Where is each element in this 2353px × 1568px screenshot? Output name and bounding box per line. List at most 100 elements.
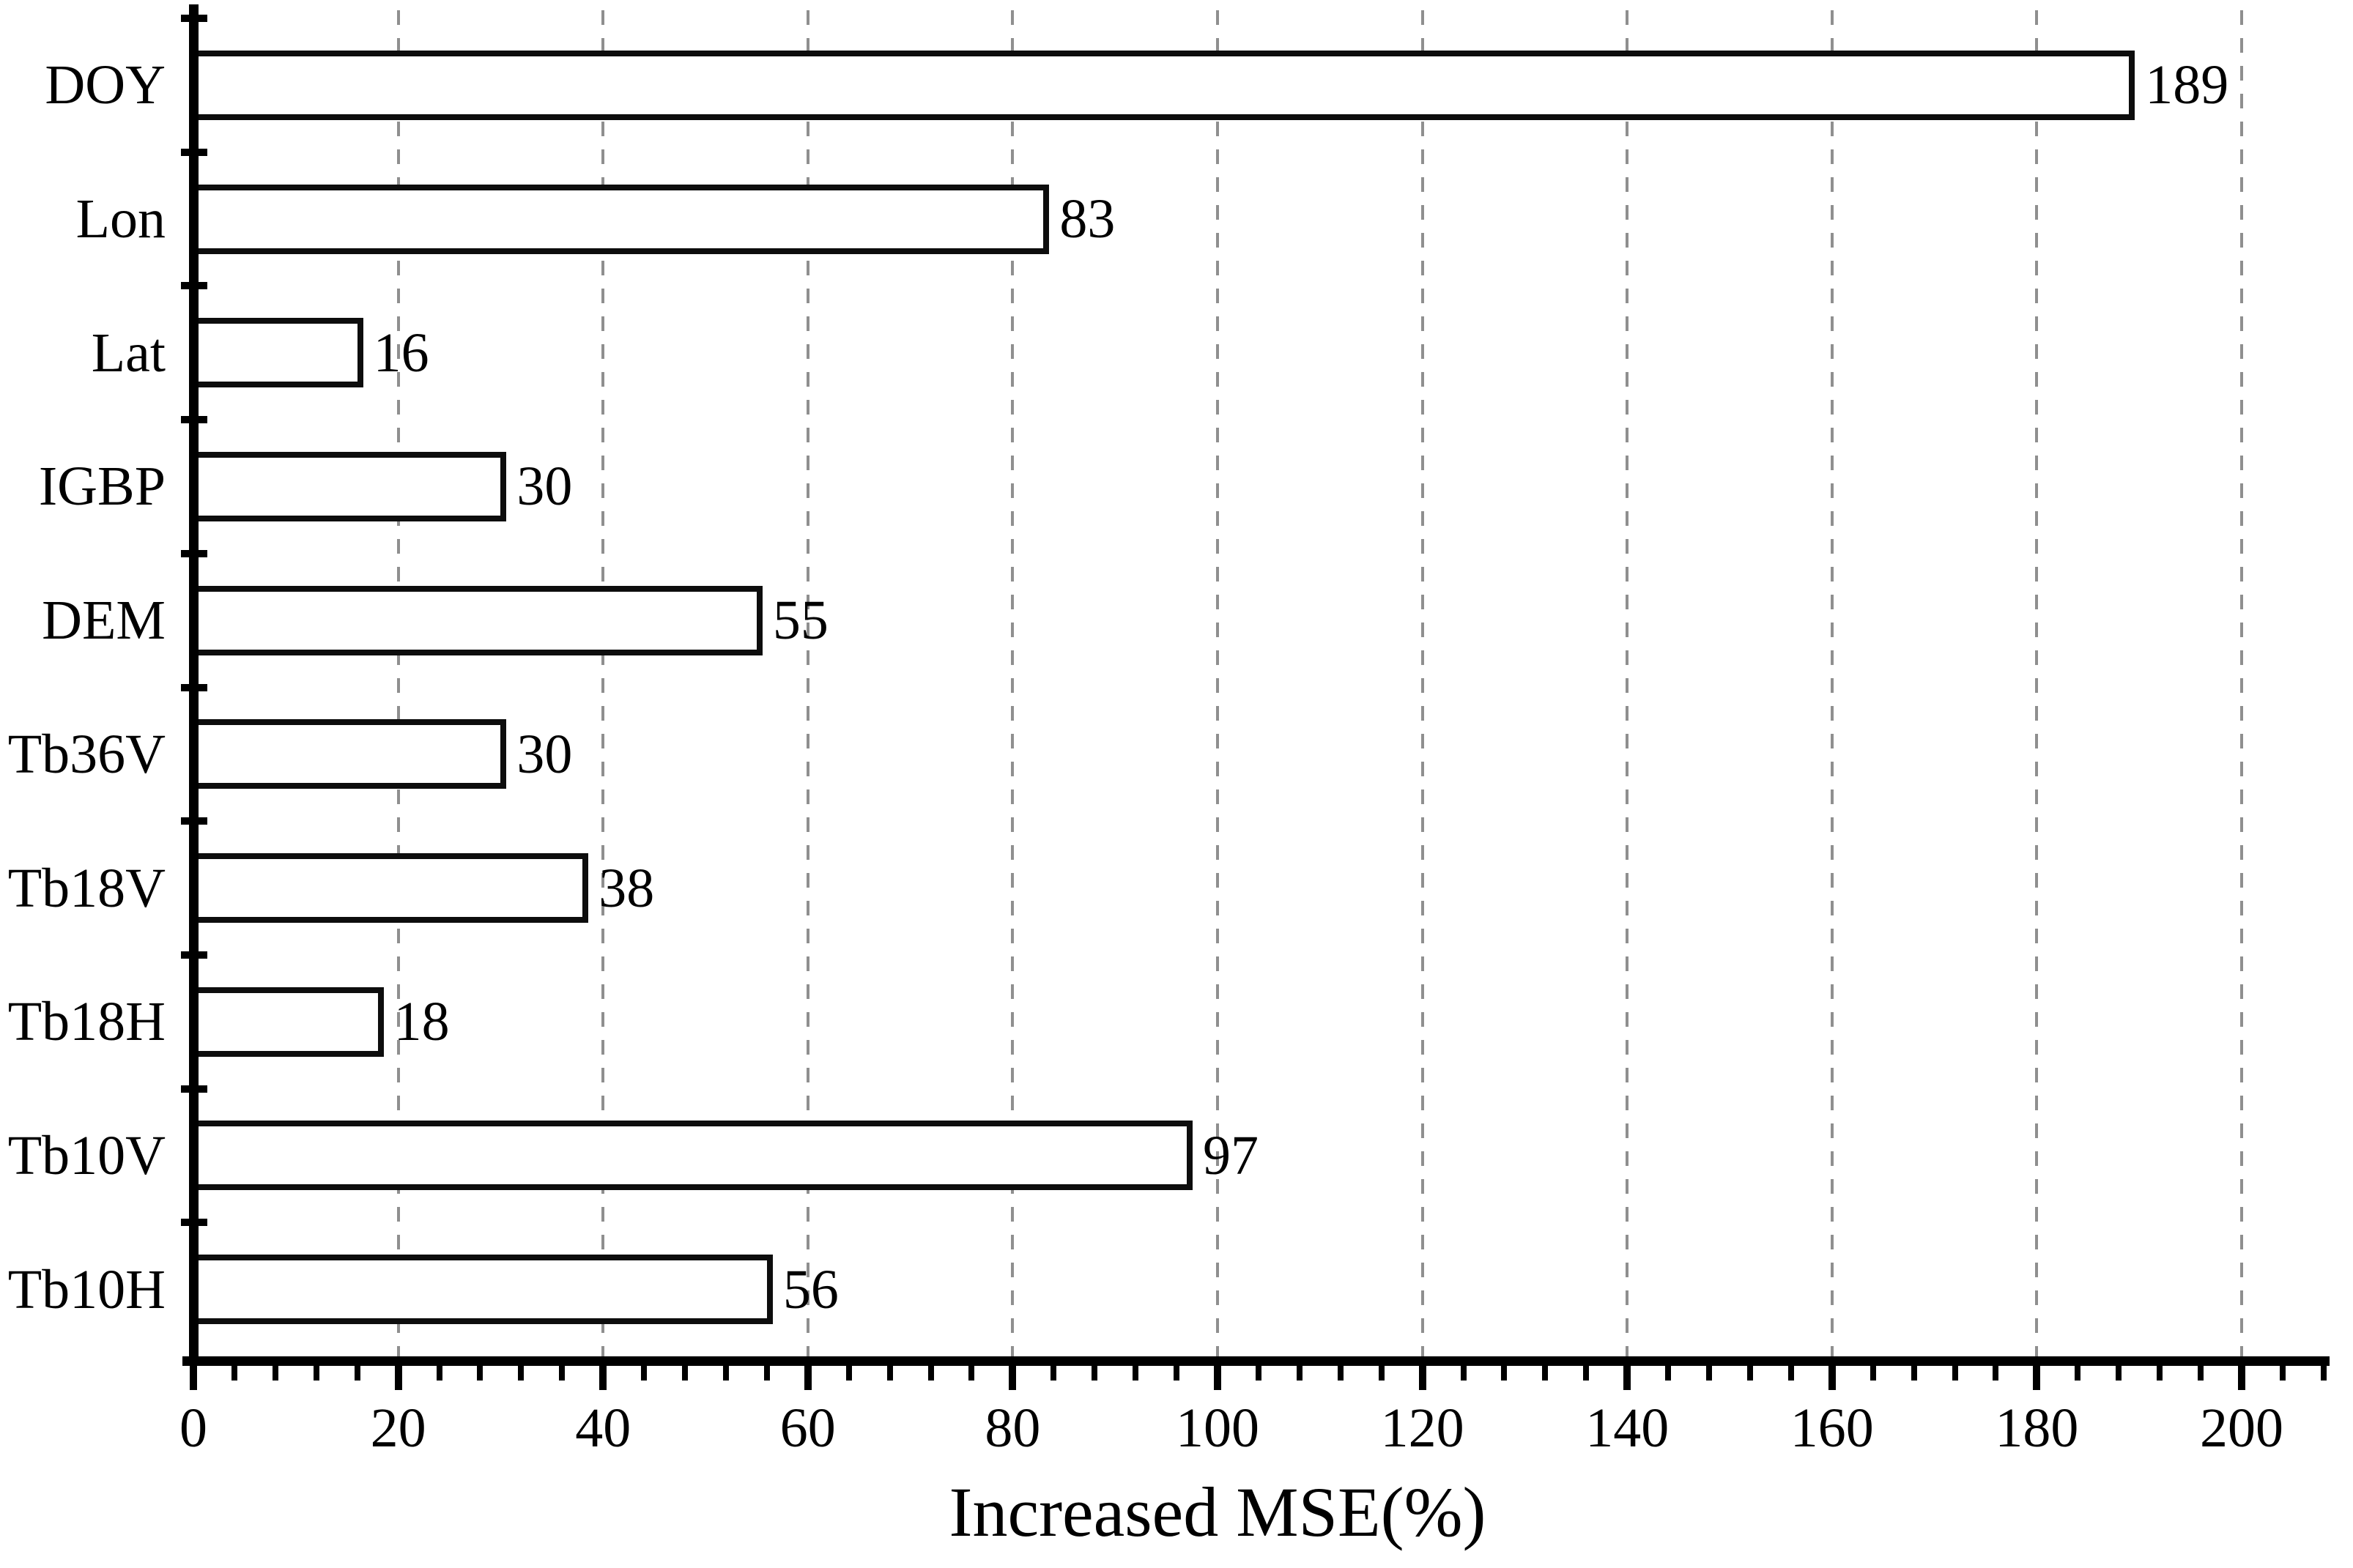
x-axis-minor-tick bbox=[231, 1361, 237, 1381]
bar-value-label: 97 bbox=[1203, 1124, 1259, 1186]
x-tick-label: 0 bbox=[179, 1397, 207, 1459]
category-label: Tb10H bbox=[7, 1258, 166, 1320]
x-axis-minor-tick bbox=[1050, 1361, 1057, 1381]
x-tick-label: 200 bbox=[2200, 1397, 2283, 1459]
x-axis-minor-tick bbox=[1174, 1361, 1180, 1381]
y-axis-tick bbox=[180, 15, 207, 22]
y-axis-tick bbox=[180, 416, 207, 424]
category-label: Tb18V bbox=[7, 857, 166, 919]
y-axis-tick bbox=[180, 951, 207, 959]
x-axis-minor-tick bbox=[927, 1361, 934, 1381]
x-axis-minor-tick bbox=[354, 1361, 360, 1381]
x-axis-minor-tick bbox=[886, 1361, 893, 1381]
x-axis-major-tick bbox=[190, 1361, 197, 1390]
x-axis-minor-tick bbox=[1665, 1361, 1672, 1381]
gridline bbox=[1626, 10, 1629, 1356]
bar-value-label: 30 bbox=[516, 456, 573, 518]
x-axis-minor-tick bbox=[313, 1361, 319, 1381]
gridline bbox=[396, 10, 400, 1356]
x-axis-minor-tick bbox=[641, 1361, 648, 1381]
x-axis-title: Increased MSE(%) bbox=[949, 1473, 1486, 1551]
x-tick-label: 20 bbox=[370, 1397, 426, 1459]
x-axis-minor-tick bbox=[1993, 1361, 1999, 1381]
category-label: Tb18H bbox=[7, 991, 166, 1053]
x-axis-minor-tick bbox=[477, 1361, 483, 1381]
x-tick-label: 140 bbox=[1585, 1397, 1670, 1459]
x-axis-major-tick bbox=[1623, 1361, 1631, 1390]
bar bbox=[192, 184, 1050, 254]
y-axis-tick bbox=[180, 817, 207, 825]
x-tick-label: 60 bbox=[779, 1397, 836, 1459]
x-axis-major-tick bbox=[2238, 1361, 2245, 1390]
y-axis-tick bbox=[180, 549, 207, 557]
x-axis-minor-tick bbox=[1583, 1361, 1590, 1381]
category-label: Tb36V bbox=[7, 723, 166, 785]
gridline bbox=[1216, 10, 1219, 1356]
bar-value-label: 189 bbox=[2145, 54, 2229, 116]
x-axis-minor-tick bbox=[1133, 1361, 1139, 1381]
x-axis-minor-tick bbox=[682, 1361, 689, 1381]
x-axis-minor-tick bbox=[968, 1361, 975, 1381]
x-axis-minor-tick bbox=[1092, 1361, 1098, 1381]
x-axis-major-tick bbox=[1214, 1361, 1221, 1390]
x-axis-minor-tick bbox=[722, 1361, 729, 1381]
x-axis-minor-tick bbox=[845, 1361, 852, 1381]
x-axis-minor-tick bbox=[1952, 1361, 1958, 1381]
x-axis-minor-tick bbox=[1378, 1361, 1385, 1381]
gridline bbox=[1420, 10, 1424, 1356]
category-label: Tb10V bbox=[7, 1124, 166, 1186]
category-label: IGBP bbox=[38, 456, 166, 518]
bar-value-label: 56 bbox=[782, 1258, 839, 1320]
bar bbox=[192, 451, 507, 521]
gridline bbox=[2035, 10, 2039, 1356]
bar bbox=[192, 318, 363, 388]
x-axis-minor-tick bbox=[1542, 1361, 1549, 1381]
x-tick-label: 120 bbox=[1380, 1397, 1464, 1459]
x-axis-minor-tick bbox=[2116, 1361, 2122, 1381]
x-tick-label: 40 bbox=[575, 1397, 631, 1459]
x-axis-minor-tick bbox=[2320, 1361, 2327, 1381]
category-label: Lat bbox=[91, 322, 166, 384]
x-axis-minor-tick bbox=[559, 1361, 566, 1381]
x-axis-major-tick bbox=[804, 1361, 812, 1390]
x-axis-minor-tick bbox=[2198, 1361, 2204, 1381]
x-axis-minor-tick bbox=[1746, 1361, 1753, 1381]
category-label: Lon bbox=[75, 188, 166, 250]
bar-value-label: 38 bbox=[599, 857, 655, 919]
x-axis-minor-tick bbox=[1255, 1361, 1261, 1381]
bar-value-label: 30 bbox=[516, 723, 573, 785]
y-axis-tick bbox=[180, 1085, 207, 1093]
bar bbox=[192, 986, 384, 1057]
gridline bbox=[806, 10, 809, 1356]
x-tick-label: 180 bbox=[1995, 1397, 2079, 1459]
bar-value-label: 55 bbox=[772, 590, 829, 652]
y-axis-tick bbox=[180, 282, 207, 290]
bar-value-label: 18 bbox=[393, 991, 450, 1053]
gridline bbox=[1011, 10, 1015, 1356]
x-tick-label: 80 bbox=[985, 1397, 1041, 1459]
x-axis-minor-tick bbox=[1911, 1361, 1917, 1381]
category-label: DOY bbox=[45, 54, 166, 116]
x-axis-minor-tick bbox=[2279, 1361, 2286, 1381]
y-axis-tick bbox=[180, 1219, 207, 1227]
bar bbox=[192, 585, 763, 655]
category-label: DEM bbox=[42, 590, 166, 652]
x-axis-major-tick bbox=[599, 1361, 607, 1390]
x-axis-major-tick bbox=[1418, 1361, 1426, 1390]
x-axis-minor-tick bbox=[1787, 1361, 1794, 1381]
bar-value-label: 16 bbox=[373, 322, 429, 384]
x-axis-minor-tick bbox=[272, 1361, 278, 1381]
x-axis-minor-tick bbox=[763, 1361, 770, 1381]
x-tick-label: 160 bbox=[1790, 1397, 1874, 1459]
x-axis-minor-tick bbox=[518, 1361, 525, 1381]
bar bbox=[192, 1121, 1193, 1191]
gridline bbox=[601, 10, 605, 1356]
x-axis-minor-tick bbox=[1337, 1361, 1344, 1381]
bar bbox=[192, 1255, 773, 1325]
x-axis-minor-tick bbox=[1460, 1361, 1467, 1381]
x-tick-label: 100 bbox=[1176, 1397, 1259, 1459]
x-axis-minor-tick bbox=[2157, 1361, 2163, 1381]
bar-value-label: 83 bbox=[1059, 188, 1116, 250]
y-axis-tick bbox=[180, 683, 207, 691]
bar bbox=[192, 50, 2135, 120]
